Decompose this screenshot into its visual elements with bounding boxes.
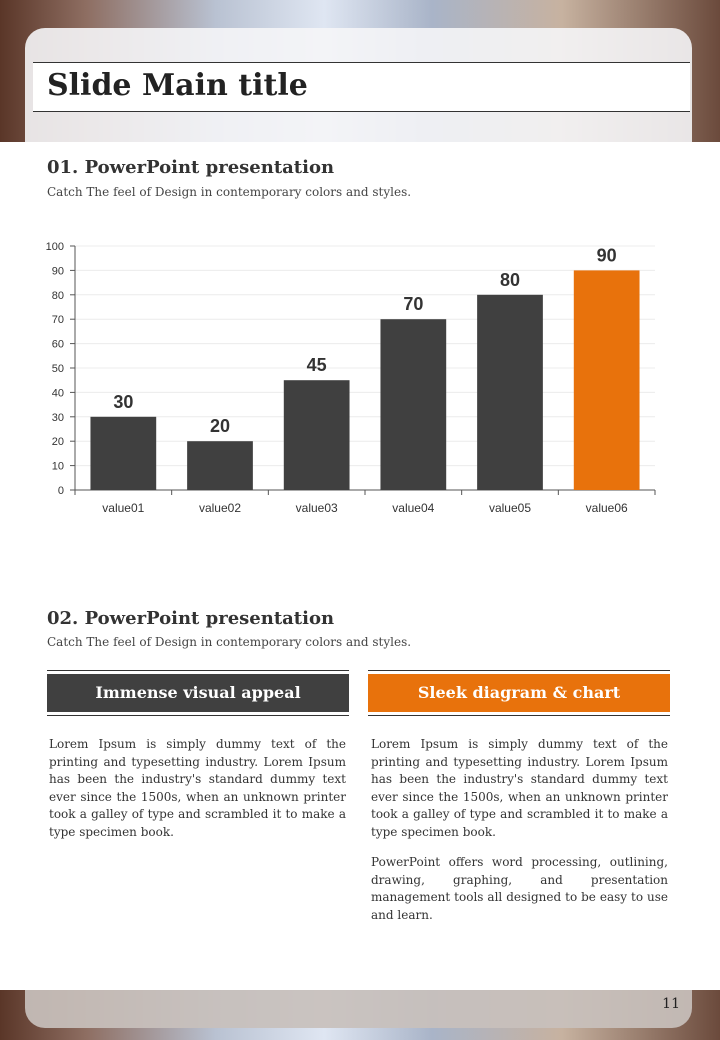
- x-tick-label: value03: [296, 501, 338, 515]
- bar: [283, 380, 350, 490]
- y-tick-label: 40: [52, 387, 64, 399]
- column-header: Sleek diagram & chart: [368, 670, 670, 716]
- y-tick-label: 10: [52, 461, 64, 473]
- paragraph: Lorem Ipsum is simply dummy text of the …: [371, 737, 668, 839]
- bar-chart: 0 10 20 30 40 50 60 70 80 90 100 value01 30 value02 20…: [46, 241, 656, 515]
- y-tick-label: 70: [52, 314, 64, 326]
- column-heading: Sleek diagram & chart: [368, 674, 670, 712]
- x-tick-label: value05: [489, 501, 531, 515]
- y-tick-label: 100: [46, 241, 64, 253]
- title-band: [33, 62, 690, 112]
- column-text: Lorem Ipsum is simply dummy text of the …: [371, 736, 668, 937]
- x-tick-label: value06: [586, 501, 628, 515]
- value-label: 90: [597, 245, 617, 265]
- x-tick-label: value01: [102, 501, 144, 515]
- section-subtitle: Catch The feel of Design in contemporary…: [47, 185, 412, 199]
- paragraph: PowerPoint offers word processing, outli…: [371, 855, 668, 922]
- y-tick-label: 90: [52, 265, 64, 277]
- section-heading: 02. PowerPoint presentation: [47, 608, 335, 629]
- slide-title: Slide Main title: [47, 68, 308, 103]
- y-tick-label: 60: [52, 339, 64, 351]
- value-label: 80: [500, 270, 520, 290]
- bar: [187, 441, 253, 490]
- column-heading: Immense visual appeal: [47, 674, 349, 712]
- section-heading: 01. PowerPoint presentation: [47, 157, 335, 178]
- section-subtitle: Catch The feel of Design in contemporary…: [47, 635, 412, 649]
- paragraph: Lorem Ipsum is simply dummy text of the …: [49, 737, 346, 839]
- column-text: Lorem Ipsum is simply dummy text of the …: [49, 736, 346, 854]
- bar: [380, 319, 447, 490]
- bar: [90, 416, 157, 490]
- bar: [573, 270, 640, 490]
- value-label: 30: [113, 392, 133, 412]
- y-tick-label: 0: [58, 485, 64, 497]
- value-label: 20: [210, 416, 230, 436]
- x-tick-label: value02: [199, 501, 241, 515]
- column-header: Immense visual appeal: [47, 670, 349, 716]
- value-label: 45: [307, 355, 327, 375]
- x-tick-label: value04: [392, 501, 434, 515]
- value-label: 70: [403, 294, 423, 314]
- y-tick-label: 80: [52, 290, 64, 302]
- y-tick-label: 30: [52, 412, 64, 424]
- footer-card: [25, 990, 692, 1028]
- page-number: 11: [662, 996, 680, 1012]
- bar: [477, 294, 543, 490]
- y-tick-label: 20: [52, 436, 64, 448]
- y-tick-label: 50: [52, 363, 64, 375]
